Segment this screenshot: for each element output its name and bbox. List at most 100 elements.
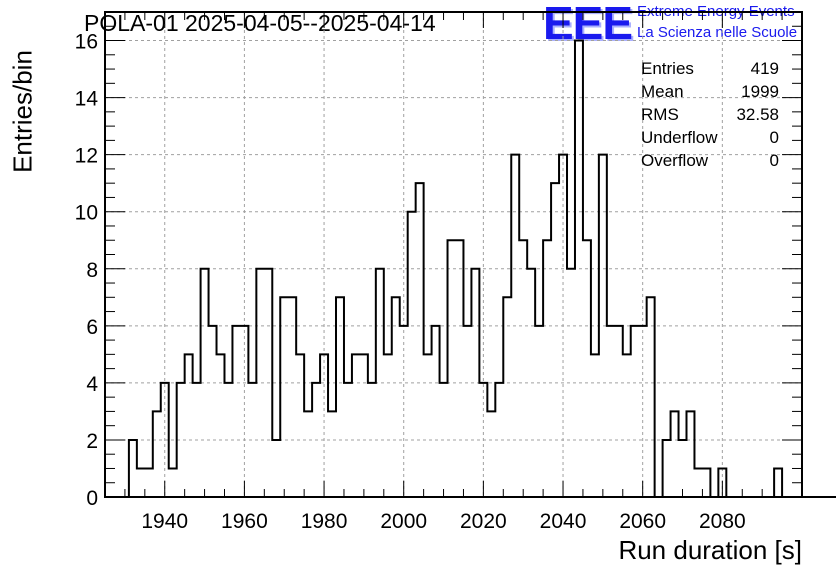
y-tick-label: 0 (86, 487, 98, 510)
histogram-bin (527, 269, 535, 497)
histogram-bin (432, 326, 440, 497)
histogram-bin (607, 326, 615, 497)
histogram-outline (127, 39, 836, 498)
histogram-bin (264, 269, 272, 497)
histogram-bin (559, 155, 567, 497)
eee-logo: EEE (543, 0, 633, 49)
histogram-bin (209, 326, 217, 497)
histogram-bin (185, 354, 193, 497)
grid (105, 12, 802, 497)
histogram-bin (256, 269, 264, 497)
histogram-bin (217, 354, 225, 497)
histogram-bin (774, 468, 782, 497)
histogram-bin (392, 297, 400, 497)
histogram-bin (416, 183, 424, 497)
histogram-bin (288, 297, 296, 497)
histogram-bin (240, 326, 248, 497)
histogram-bin (694, 468, 702, 497)
histogram-bin (679, 440, 687, 497)
histogram-bin (137, 468, 145, 497)
stats-row-rms: RMS 32.58 (641, 105, 779, 124)
histogram-bin (567, 269, 575, 497)
histogram-bin (448, 240, 456, 497)
histogram-bin (471, 269, 479, 497)
histogram-bin (487, 411, 495, 497)
x-tick-label: 1960 (221, 510, 268, 533)
histogram-bin (519, 240, 527, 497)
histogram-bin (583, 240, 591, 497)
histogram-bin (232, 326, 240, 497)
logo-line2: La Scienza nelle Scuole (637, 24, 798, 41)
histogram-bin (153, 411, 161, 497)
histogram-bin (702, 468, 710, 497)
histogram-bin (344, 383, 352, 497)
histogram-bin (360, 354, 368, 497)
histogram-bin (479, 383, 487, 497)
histogram-bin (400, 326, 408, 497)
stats-row-underflow: Underflow 0 (641, 128, 779, 147)
histogram-bin (272, 440, 280, 497)
y-tick-label: 10 (75, 202, 98, 225)
y-axis-ticks: 0 2 4 6 8 10 12 14 16 (75, 11, 802, 510)
histogram-bin (671, 411, 679, 497)
histogram-bin (352, 354, 360, 497)
histogram-bin (647, 297, 655, 497)
histogram-bin (224, 383, 232, 497)
histogram-bin (320, 354, 328, 497)
histogram-bin (336, 297, 344, 497)
x-tick-label: 2020 (460, 510, 507, 533)
histogram-bin (623, 354, 631, 497)
x-tick-label: 2080 (699, 510, 746, 533)
stats-row-mean: Mean 1999 (641, 82, 779, 101)
histogram-bin (639, 326, 647, 497)
y-tick-label: 14 (75, 88, 99, 111)
histogram-bin (280, 297, 288, 497)
histogram-bin (384, 354, 392, 497)
y-tick-label: 16 (75, 31, 98, 54)
histogram-bin (328, 411, 336, 497)
histogram-bin (296, 354, 304, 497)
histogram-bin (161, 383, 169, 497)
histogram-bin (631, 326, 639, 497)
histogram-bin (368, 383, 376, 497)
histogram-bin (169, 468, 177, 497)
histogram-bin (304, 411, 312, 497)
histogram-bin (543, 240, 551, 497)
histogram-bin (145, 468, 153, 497)
histogram-bin (599, 155, 607, 497)
histogram-bin (551, 183, 559, 497)
stats-row-entries: Entries 419 (641, 59, 779, 78)
histogram-bin (312, 383, 320, 497)
histogram-bin (129, 440, 137, 497)
x-tick-label: 1940 (141, 510, 188, 533)
histogram-bin (201, 269, 209, 497)
plot-title: POLA-01 2025-04-05--2025-04-14 (84, 10, 436, 36)
histogram-bin (248, 383, 256, 497)
y-tick-label: 4 (86, 373, 98, 396)
histogram-bin (455, 240, 463, 497)
y-tick-label: 8 (86, 259, 98, 282)
y-tick-label: 2 (86, 430, 98, 453)
x-tick-label: 2060 (619, 510, 666, 533)
histogram-bin (575, 41, 583, 497)
histogram-bin (463, 326, 471, 497)
histogram-bin (193, 383, 201, 497)
x-tick-label: 1980 (301, 510, 348, 533)
x-axis-label: Run duration [s] (618, 535, 802, 565)
histogram-bin (408, 212, 416, 497)
histogram-bin (424, 354, 432, 497)
stats-box: Entries 419 Mean 1999 RMS 32.58 Underflow 0 … (641, 58, 779, 173)
histogram-bin (511, 155, 519, 497)
y-tick-label: 12 (75, 145, 98, 168)
y-tick-label: 6 (86, 316, 98, 339)
histogram-bin (535, 326, 543, 497)
histogram-bin (177, 383, 185, 497)
x-tick-label: 2000 (380, 510, 427, 533)
histogram-bin (591, 354, 599, 497)
x-axis-ticks: 1940 1960 1980 2000 2020 2040 2060 2080 (104, 12, 783, 533)
y-axis-label: Entries/bin (7, 50, 38, 173)
histogram-bin (495, 383, 503, 497)
stats-row-overflow: Overflow 0 (641, 151, 779, 170)
histogram-bin (615, 326, 623, 497)
